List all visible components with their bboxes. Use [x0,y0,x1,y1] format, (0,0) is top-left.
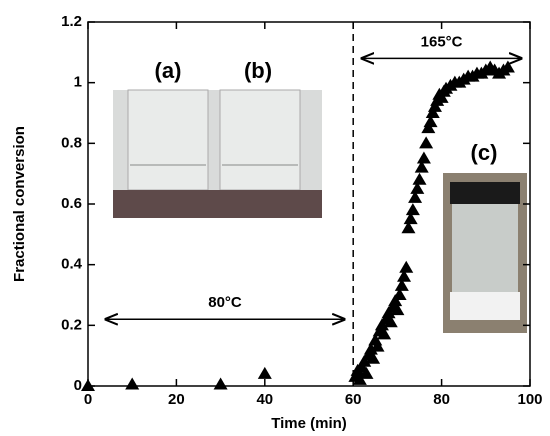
x-tick-label: 20 [168,391,185,408]
point [370,339,385,352]
point [359,366,374,379]
point [403,212,418,225]
point [125,377,140,390]
y-tick-label: 0.4 [61,256,83,273]
photo-label: (a) [155,58,182,83]
point [363,342,378,355]
x-tick-label: 0 [84,391,92,408]
point [416,151,431,164]
point [394,278,409,291]
point [419,136,434,149]
point [388,294,403,307]
y-tick-label: 1 [74,74,82,91]
annotation: 165°C [421,33,463,50]
x-tick-label: 100 [517,391,542,408]
y-tick-label: 0.8 [61,134,82,151]
x-tick-label: 60 [345,391,362,408]
point [357,354,372,367]
point [412,172,427,185]
annotation: 80°C [208,294,242,311]
point [257,366,272,379]
point [390,303,405,316]
y-tick-label: 0 [74,377,82,394]
y-axis-label: Fractional conversion [11,126,28,282]
point [425,106,440,118]
point [399,260,414,273]
photo-c [443,173,527,333]
point [410,181,425,194]
y-tick-label: 0.2 [61,316,82,333]
photo-label: (c) [471,140,498,165]
point [421,121,436,134]
point [377,327,392,340]
photo-ab [113,89,322,218]
point [213,377,228,390]
point [352,372,367,385]
point [414,160,429,173]
point [434,90,449,103]
point [374,318,389,331]
x-tick-label: 80 [433,391,450,408]
x-axis-label: Time (min) [271,415,347,432]
point [81,379,95,391]
photo-label: (b) [244,58,272,83]
y-tick-label: 0.6 [61,195,82,212]
point [423,115,438,128]
point [401,221,416,234]
y-tick-label: 1.2 [61,13,82,30]
point [405,203,420,216]
x-tick-label: 40 [256,391,273,408]
point [383,315,398,328]
point [392,288,407,300]
point [381,306,396,319]
point [397,269,412,282]
point [408,190,423,203]
point [500,60,515,73]
point [427,99,442,112]
point [366,351,381,364]
